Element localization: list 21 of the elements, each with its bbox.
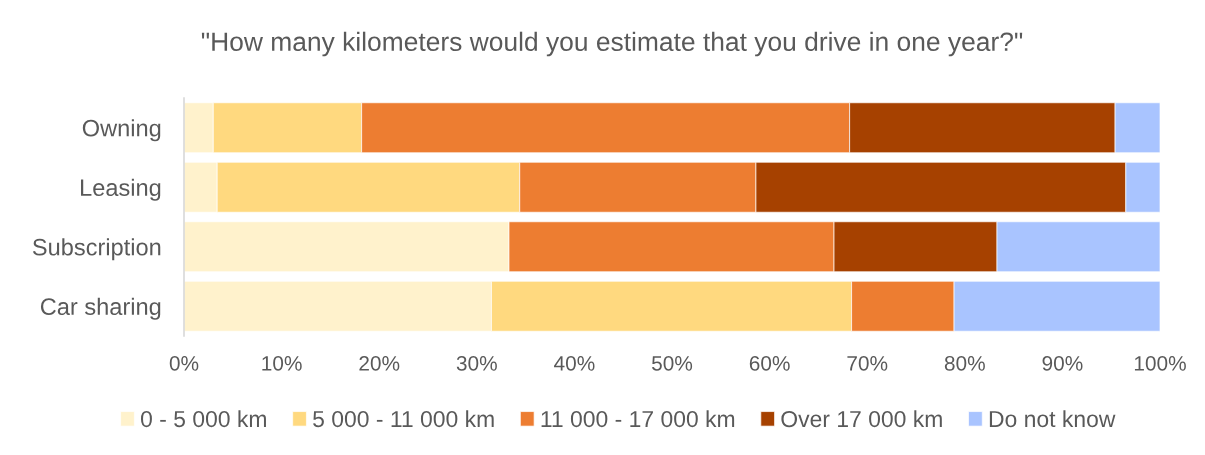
x-tick-label: 10% — [262, 355, 302, 371]
legend-label: 5 000 - 11 000 km — [313, 410, 494, 428]
y-tick-label: Owning — [82, 119, 161, 142]
x-tick-label: 100% — [1134, 355, 1186, 371]
x-tick-label: 0% — [169, 355, 199, 371]
x-tick-label: 70% — [847, 355, 888, 371]
x-tick-label: 80% — [944, 355, 985, 371]
y-tick-label: Car sharing — [40, 297, 161, 320]
x-tick-label: 60% — [749, 355, 790, 371]
y-tick-label: Subscription — [32, 238, 161, 261]
legend-label: 11 000 - 17 000 km — [541, 410, 735, 428]
x-tick-label: 20% — [359, 355, 400, 371]
x-tick-label: 30% — [456, 355, 497, 371]
x-tick-label: 90% — [1042, 355, 1083, 371]
chart-title: "How many kilometers would you estimate that you drive in one year?" — [201, 31, 1023, 57]
x-tick-label: 50% — [651, 355, 693, 371]
x-tick-label: 40% — [554, 355, 595, 371]
legend-label: Over 17 000 km — [781, 410, 942, 428]
legend-label: 0 - 5 000 km — [140, 410, 266, 428]
y-tick-label: Leasing — [81, 178, 161, 201]
legend-label: Do not know — [989, 410, 1116, 428]
